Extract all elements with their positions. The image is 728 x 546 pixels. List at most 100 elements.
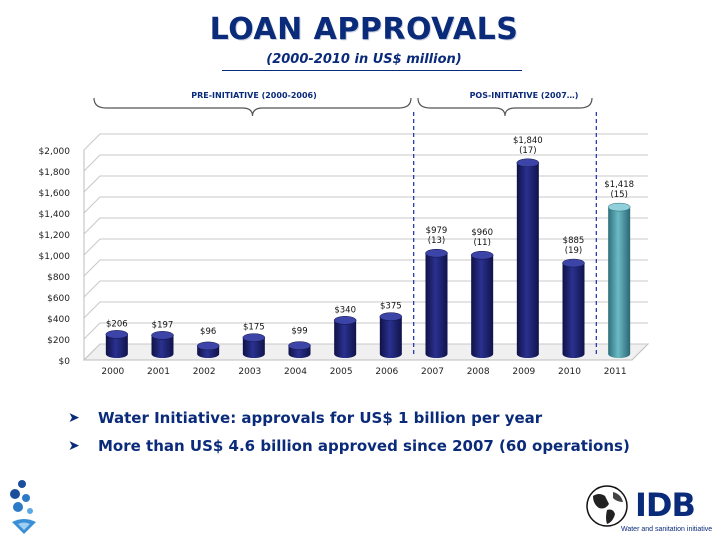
y-tick-label: $600 [47, 294, 70, 304]
y-tick-label: $1,400 [39, 210, 71, 220]
bar-value-label: $99 [291, 327, 307, 337]
bar-value-label: $960 [471, 228, 493, 238]
bar-operations-label: (11) [473, 238, 490, 248]
gridline [83, 154, 648, 172]
bullet-list: ➤ Water Initiative: approvals for US$ 1 … [68, 404, 688, 460]
y-tick-label: $1,000 [39, 252, 71, 262]
bar-top [562, 258, 585, 268]
x-tick-label: 2000 [101, 367, 124, 377]
gridline [83, 343, 648, 361]
y-tick-label: $1,800 [39, 168, 71, 178]
globe-icon [586, 485, 628, 527]
bar [105, 330, 129, 358]
bar-body [242, 337, 265, 358]
bar [425, 248, 448, 358]
loan-approvals-chart: PRE-INITIATIVE (2000-2006) POS-INITIATIVE… [39, 91, 650, 377]
bar [151, 331, 174, 358]
y-axis-ticks: $0 $200 $400 $600 $800 $1,000 $1,200 $1,400 $1,6… [39, 147, 71, 367]
bar-body [516, 162, 539, 358]
period-annotations: PRE-INITIATIVE (2000-2006) POS-INITIATIVE… [93, 91, 597, 356]
y-tick-label: $400 [47, 315, 70, 325]
gridline [83, 217, 648, 235]
bar-top [196, 341, 220, 351]
idb-logo: IDB Water and sanitation initiative [585, 482, 720, 540]
arrow-bullet-icon: ➤ [68, 410, 80, 426]
x-tick-label: 2005 [330, 367, 353, 377]
bar-operations-label: (19) [565, 246, 582, 256]
period-brace [417, 97, 593, 117]
x-tick-label: 2007 [421, 367, 444, 377]
bar [562, 258, 585, 358]
title-underline [222, 70, 522, 71]
gridline [83, 259, 648, 277]
bar-operations-label: (17) [519, 146, 536, 156]
bullet-item: ➤ Water Initiative: approvals for US$ 1 … [68, 404, 688, 432]
bullet-text: Water Initiative: approvals for US$ 1 bi… [98, 409, 543, 427]
bar-top [105, 330, 129, 339]
y-tick-label: $0 [59, 357, 71, 367]
gridline [83, 196, 648, 214]
x-axis-ticks: 2000 2001 2002 2003 2004 2005 2006 2007 2008 2009… [101, 367, 626, 377]
bar-top [470, 250, 494, 260]
bar-value-label: $1,840 [513, 136, 543, 146]
y-tick-label: $2,000 [39, 147, 71, 157]
bar-value-label: $206 [106, 319, 128, 329]
bar-top [242, 333, 266, 342]
bullet-text: More than US$ 4.6 billion approved since… [98, 437, 630, 455]
bar-value-label: $175 [243, 323, 265, 333]
bar-top [379, 312, 403, 321]
gridline [83, 280, 648, 298]
bar-value-label: $375 [380, 302, 402, 312]
x-tick-label: 2004 [284, 367, 307, 377]
bar [242, 333, 266, 358]
bar-body [105, 334, 128, 358]
chart-bars: $206 $197$96 $175 $99$340 $375$979(13)$960(1… [105, 136, 634, 358]
bar [379, 312, 403, 358]
bar-body [608, 207, 631, 358]
chart-grid [82, 133, 650, 361]
bar-value-label: $340 [334, 305, 356, 315]
x-tick-label: 2001 [147, 367, 170, 377]
bar-top [333, 316, 357, 325]
x-tick-label: 2011 [604, 367, 627, 377]
gridline [83, 175, 648, 193]
bar-top [516, 158, 540, 168]
page-title: LOAN APPROVALS [209, 12, 519, 47]
bar-top [151, 331, 174, 340]
bar-top [607, 202, 631, 212]
bullet-item: ➤ More than US$ 4.6 billion approved sin… [68, 432, 688, 460]
bar [607, 202, 631, 358]
bar-body [379, 316, 402, 358]
y-tick-label: $1,200 [39, 231, 71, 241]
x-tick-label: 2002 [193, 367, 216, 377]
bar-value-label: $96 [200, 327, 216, 337]
gridline [83, 322, 648, 340]
gridline [83, 301, 648, 319]
bar-body [151, 335, 174, 358]
bar-body [334, 320, 357, 358]
bar [288, 341, 311, 358]
logo-tagline: Water and sanitation initiative [621, 526, 713, 533]
x-tick-label: 2010 [558, 367, 581, 377]
gridline [83, 133, 648, 151]
bar-body [425, 253, 448, 358]
bar-body [471, 255, 494, 358]
bar-operations-label: (13) [428, 236, 445, 246]
period-label: POS-INITIATIVE (2007…) [470, 91, 579, 100]
bar-body [562, 263, 585, 358]
x-tick-label: 2008 [467, 367, 490, 377]
bar-top [425, 248, 448, 258]
bar-value-label: $1,418 [604, 180, 634, 190]
x-tick-label: 2003 [238, 367, 261, 377]
bar-value-label: $885 [563, 236, 585, 246]
period-brace [93, 97, 412, 117]
y-tick-label: $1,600 [39, 189, 71, 199]
logo-name: IDB [635, 486, 696, 524]
bar-operations-label: (15) [610, 190, 627, 200]
bar-value-label: $197 [152, 320, 174, 330]
x-tick-label: 2009 [512, 367, 535, 377]
gridline [83, 238, 648, 256]
page-subtitle: (2000-2010 in US$ million) [266, 52, 462, 67]
bar-value-label: $979 [426, 226, 448, 236]
water-drops-logo-icon [10, 480, 36, 534]
